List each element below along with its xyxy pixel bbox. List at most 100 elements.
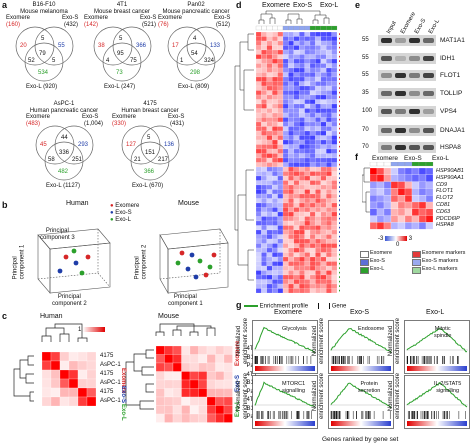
gsea-plot bbox=[404, 375, 470, 429]
f-scale-mid: 0 bbox=[396, 242, 400, 248]
corr-scale-tick: 1 bbox=[78, 327, 82, 334]
gsea-term: Endosome bbox=[358, 326, 385, 332]
panel-b-label: b bbox=[2, 200, 8, 210]
venn-small1-count: 44 bbox=[61, 135, 68, 141]
human-group-label: Exo-S bbox=[120, 386, 126, 404]
venn-left-count: 20 bbox=[20, 43, 27, 49]
gsea-legend: Enrichment profile Gene bbox=[244, 303, 346, 311]
venn-exos-count: (512) bbox=[216, 22, 231, 28]
blot-strip bbox=[378, 70, 436, 81]
legend-text: Exo-S bbox=[370, 258, 385, 264]
legend-gene: Gene bbox=[331, 303, 347, 310]
venn-small1-count: 5 bbox=[119, 36, 123, 42]
venn-left-count: 45 bbox=[40, 142, 47, 148]
blot-strip bbox=[378, 35, 436, 46]
human-row-label: AsPC-1 bbox=[100, 398, 121, 404]
legend-text: Exo-L bbox=[370, 266, 385, 272]
legend-text: Exomere markers bbox=[422, 250, 466, 256]
human-row-label: AsPC-1 bbox=[100, 380, 121, 386]
legend-swatch bbox=[360, 267, 369, 274]
pca-axis-label-pc2-mouse: Principal component 2 bbox=[134, 244, 148, 280]
heatmap-group-exomere: Exomere bbox=[262, 2, 291, 9]
f-group-exos: Exo-S bbox=[404, 155, 422, 162]
venn-exomere-label: Exomere bbox=[26, 114, 51, 120]
venn-right-count: 366 bbox=[136, 43, 147, 49]
pca-point bbox=[193, 274, 199, 280]
venn-center-count: 151 bbox=[145, 150, 156, 156]
f-group-exol: Exo-L bbox=[432, 155, 449, 162]
blot-band bbox=[409, 145, 420, 150]
venn-exos-label: Exo-S bbox=[62, 15, 79, 21]
f-scale-tick: 3 bbox=[408, 236, 413, 243]
venn-exol-count: Exo-L (670) bbox=[132, 183, 164, 189]
mouse-row-label: 4T1 bbox=[246, 397, 257, 403]
venn-bottom-count: 298 bbox=[190, 70, 201, 76]
legend-swatch bbox=[412, 259, 421, 266]
pca-point bbox=[85, 254, 91, 260]
pca-human-title: Human bbox=[66, 200, 89, 207]
venn-exol-count: Exo-L (1127) bbox=[46, 183, 81, 189]
gsea-term: Glycolysis bbox=[282, 326, 307, 332]
gsea-plot bbox=[328, 375, 394, 429]
heatmap-group-exol: Exo-L bbox=[320, 2, 339, 9]
venn-small3-count: 75 bbox=[130, 58, 137, 64]
corr-scale-bar bbox=[83, 327, 106, 332]
blot-band bbox=[423, 91, 434, 96]
protein-heatmap bbox=[234, 10, 340, 294]
pca-point bbox=[207, 264, 213, 270]
pca-point bbox=[79, 270, 85, 276]
gsea-ylabel: Normalized enrichment score bbox=[388, 372, 401, 419]
panel-a-label: a bbox=[2, 0, 8, 10]
blot-lane-label: Exo-S bbox=[414, 17, 428, 35]
blot-lane-label: Input bbox=[386, 20, 398, 35]
venn-center-count: 54 bbox=[191, 51, 198, 57]
gsea-ylabel: Normalized enrichment score bbox=[312, 317, 325, 364]
pca-point bbox=[211, 252, 217, 258]
venn-exos-count: (432) bbox=[64, 22, 79, 28]
blot-band bbox=[395, 128, 406, 133]
gsea-ylabel: Normalized enrichment score bbox=[312, 372, 325, 419]
venn-small3-count: 251 bbox=[72, 157, 83, 163]
gsea-term: MTORC1 signalling bbox=[282, 381, 306, 394]
venn-left-count: 17 bbox=[172, 43, 179, 49]
marker-gene-label: FLOT1 bbox=[436, 188, 454, 195]
venn-exomere-count: (330) bbox=[112, 121, 127, 127]
correlation-heatmaps bbox=[13, 323, 233, 423]
venn-exomere-count: (142) bbox=[84, 22, 99, 28]
venn-exos-label: Exo-S bbox=[140, 15, 157, 21]
blot-band bbox=[381, 91, 392, 96]
mouse-heatmap bbox=[155, 345, 233, 423]
pca-point bbox=[197, 258, 203, 264]
pca-mouse-title: Mouse bbox=[178, 200, 200, 207]
panel-f-label: f bbox=[355, 152, 358, 162]
gsea-column-title: Exo-L bbox=[426, 309, 445, 316]
venn-circles bbox=[35, 125, 94, 181]
human-row-label: 4175 bbox=[100, 371, 114, 377]
blot-kda: 70 bbox=[362, 144, 369, 150]
marker-gene-label: CD63 bbox=[436, 208, 451, 215]
marker-gene-label: HSP90AA1 bbox=[436, 174, 464, 181]
blot-band bbox=[423, 73, 434, 78]
pca-plots bbox=[37, 228, 229, 295]
blot-protein: FLOT1 bbox=[440, 72, 461, 79]
blot-band bbox=[381, 56, 392, 61]
venn-small2-count: 1 bbox=[180, 58, 184, 64]
pca-point bbox=[63, 254, 69, 260]
pca-legend-item: ● Exo-L bbox=[110, 217, 131, 223]
legend-text: Exomere bbox=[370, 250, 393, 256]
venn-title: B16-F10 Mouse melanoma bbox=[20, 2, 68, 15]
blot-band bbox=[395, 73, 406, 78]
human-heatmap bbox=[41, 351, 97, 407]
pca-mouse-box bbox=[159, 228, 229, 295]
mouse-dendrogram bbox=[125, 323, 216, 410]
venn-title: 4175 Human breast cancer bbox=[121, 101, 179, 114]
pca-axis-label-pc2-human: Principal component 2 bbox=[52, 294, 87, 307]
gsea-column-title: Exomere bbox=[274, 309, 303, 316]
gsea-ylabel: Normalized enrichment score bbox=[388, 317, 401, 364]
blot-strip bbox=[378, 106, 436, 117]
venn-exos-count: (521) bbox=[142, 22, 157, 28]
blot-band bbox=[395, 145, 406, 150]
mouse-row-label: 4T1 bbox=[246, 371, 257, 378]
pca-axis-label-pc1-human: Principal component 1 bbox=[12, 244, 26, 280]
pca-point bbox=[73, 260, 79, 266]
